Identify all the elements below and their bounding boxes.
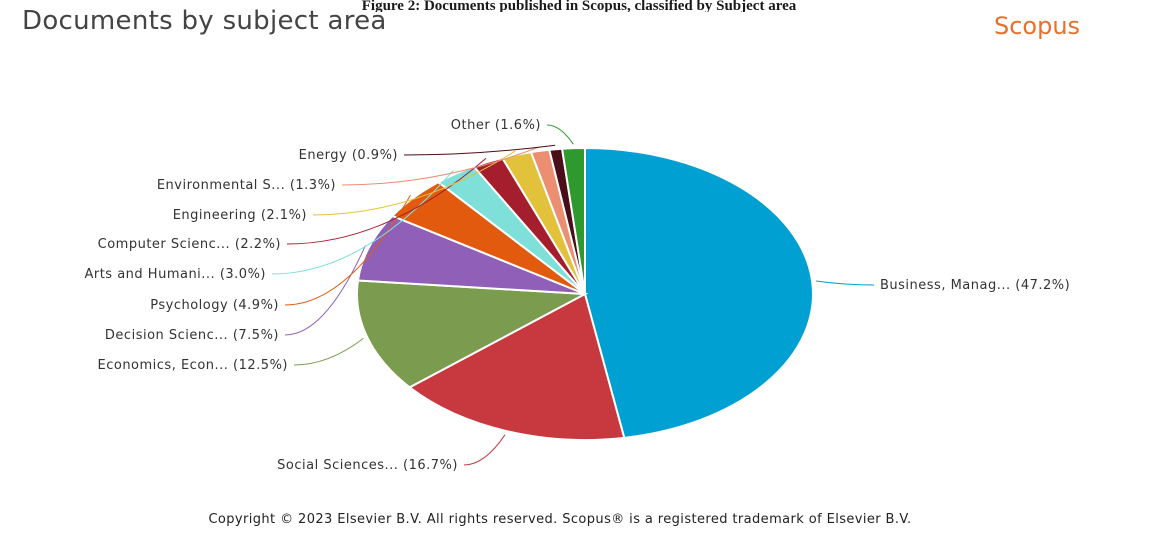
slice-label-5: Arts and Humani... (3.0%) <box>84 267 266 282</box>
figure-caption: Figure 2: Documents published in Scopus,… <box>361 0 797 12</box>
chart-title: Documents by subject area <box>22 6 387 36</box>
leader-lines <box>271 124 875 466</box>
leader-line-10 <box>546 124 574 145</box>
leader-line-2 <box>293 338 364 366</box>
pie-slice-10[interactable] <box>560 146 586 295</box>
slice-label-0: Business, Manag... (47.2%) <box>880 278 1070 293</box>
pie-slice-0[interactable] <box>584 146 814 439</box>
leader-line-4 <box>284 195 411 306</box>
leader-line-8 <box>341 146 540 186</box>
slice-label-6: Computer Scienc... (2.2%) <box>98 237 281 252</box>
leader-line-7 <box>312 150 516 216</box>
slice-label-1: Social Sciences... (16.7%) <box>277 458 458 473</box>
slice-label-2: Economics, Econ... (12.5%) <box>98 358 289 373</box>
leader-line-3 <box>284 245 366 336</box>
slice-label-9: Energy (0.9%) <box>299 148 398 163</box>
leader-line-0 <box>816 280 875 286</box>
copyright-notice: Copyright © 2023 Elsevier B.V. All right… <box>208 512 912 527</box>
scopus-logo: Scopus <box>994 12 1081 40</box>
leader-line-9 <box>403 144 556 156</box>
leader-line-5 <box>271 170 454 275</box>
pie-slice-2[interactable] <box>356 279 589 389</box>
slice-label-7: Engineering (2.1%) <box>173 208 307 223</box>
slice-labels: Business, Manag... (47.2%) Social Science… <box>84 118 1070 473</box>
pie-slice-1[interactable] <box>407 292 626 441</box>
pie-slice-3[interactable] <box>356 214 586 295</box>
slice-label-10: Other (1.6%) <box>451 118 541 133</box>
leader-line-6 <box>286 157 487 245</box>
slice-label-4: Psychology (4.9%) <box>150 298 279 313</box>
leader-line-1 <box>463 434 506 466</box>
pie-slices <box>356 146 814 441</box>
slice-label-8: Environmental S... (1.3%) <box>157 178 336 193</box>
slice-label-3: Decision Scienc... (7.5%) <box>105 328 279 343</box>
